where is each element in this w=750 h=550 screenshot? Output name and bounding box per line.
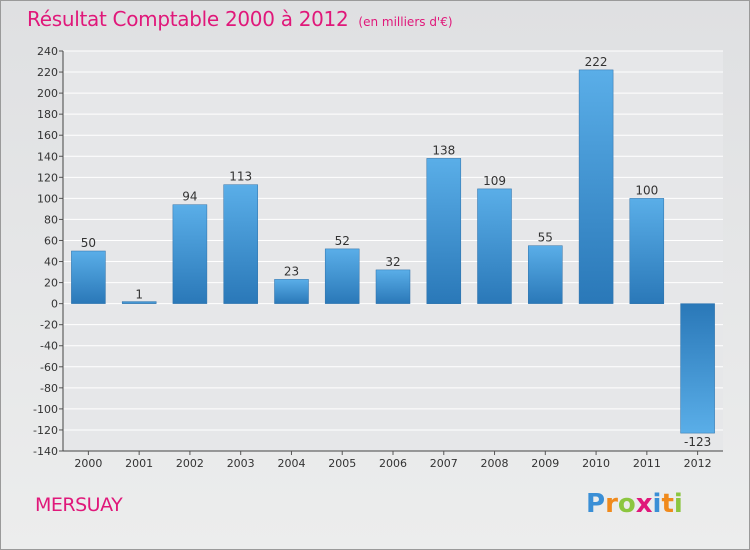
bar-2003 bbox=[223, 184, 258, 304]
x-tick-label: 2010 bbox=[582, 457, 610, 470]
x-tick-label: 2006 bbox=[379, 457, 407, 470]
commune-name: MERSUAY bbox=[35, 494, 123, 516]
logo-letter: i bbox=[673, 489, 683, 519]
logo-letter: o bbox=[617, 489, 636, 519]
data-label-2008: 109 bbox=[483, 174, 506, 188]
logo-letter: r bbox=[605, 489, 618, 519]
chart-subtitle: (en milliers d'€) bbox=[358, 15, 453, 29]
x-tick-label: 2000 bbox=[74, 457, 102, 470]
y-tick-label: 140 bbox=[37, 150, 58, 163]
bar-2002 bbox=[172, 204, 208, 304]
y-tick-label: 60 bbox=[44, 234, 58, 247]
bar-2000 bbox=[71, 250, 106, 304]
y-tick-label: -100 bbox=[33, 403, 58, 416]
title-row: Résultat Comptable 2000 à 2012 (en millie… bbox=[27, 7, 453, 31]
y-tick-label: 180 bbox=[37, 108, 58, 121]
y-tick-label: 200 bbox=[37, 87, 58, 100]
bar-2005 bbox=[324, 248, 360, 304]
y-tick-label: 120 bbox=[37, 171, 58, 184]
x-tick-label: 2008 bbox=[481, 457, 509, 470]
logo-letter: i bbox=[652, 489, 662, 519]
bar-2007 bbox=[426, 158, 462, 304]
y-tick-label: -140 bbox=[33, 445, 58, 458]
data-label-2009: 55 bbox=[538, 231, 553, 245]
logo-letter: P bbox=[586, 489, 606, 519]
data-label-2000: 50 bbox=[81, 236, 96, 250]
data-label-2010: 222 bbox=[585, 55, 608, 69]
data-label-2001: 1 bbox=[135, 288, 143, 302]
x-tick-labels: 2000 2001 2002 2003 2004 2005 2006 2007 2008 2009… bbox=[74, 457, 711, 470]
data-label-2011: 100 bbox=[635, 183, 658, 197]
y-tick-label: 160 bbox=[37, 129, 58, 142]
bar-2009 bbox=[528, 245, 563, 304]
bar-2010 bbox=[578, 69, 614, 304]
x-tick-label: 2002 bbox=[176, 457, 204, 470]
bar-2001 bbox=[121, 301, 157, 304]
x-tick-label: 2011 bbox=[633, 457, 661, 470]
data-label-2006: 32 bbox=[385, 255, 400, 269]
y-tick-label: -20 bbox=[40, 319, 58, 332]
y-tick-label: -40 bbox=[40, 340, 58, 353]
logo-letter: t bbox=[661, 489, 674, 519]
x-tick-label: 2001 bbox=[125, 457, 153, 470]
chart-title: Résultat Comptable 2000 à 2012 bbox=[27, 7, 349, 31]
data-label-2003: 113 bbox=[229, 170, 252, 184]
y-tick-label: -80 bbox=[40, 382, 58, 395]
y-tick-label: 40 bbox=[44, 256, 58, 269]
x-tick-label: 2003 bbox=[227, 457, 255, 470]
data-labels: 50 1 94 113 23 52 32 138 109 55 222 100 -123 bbox=[81, 55, 711, 449]
y-tick-label: 80 bbox=[44, 213, 58, 226]
bar-2012 bbox=[680, 303, 715, 434]
bar-2011 bbox=[629, 198, 665, 304]
bar-2004 bbox=[274, 279, 309, 304]
y-tick-labels: -140 -120 -100 -80 -60 -40 -20 0 20 40 60 80 100 120 1… bbox=[33, 45, 58, 458]
plot-background bbox=[63, 51, 723, 451]
bar-2006 bbox=[375, 269, 411, 304]
x-tick-label: 2009 bbox=[531, 457, 559, 470]
x-tick-label: 2007 bbox=[430, 457, 458, 470]
bars bbox=[71, 69, 715, 434]
plot-area bbox=[63, 51, 723, 451]
data-label-2002: 94 bbox=[182, 190, 197, 204]
x-tick-label: 2012 bbox=[684, 457, 712, 470]
y-tick-label: -60 bbox=[40, 361, 58, 374]
bar-2008 bbox=[477, 188, 512, 304]
logo-letter: x bbox=[635, 489, 653, 519]
proxiti-logo: Proxiti bbox=[586, 489, 683, 519]
data-label-2012: -123 bbox=[684, 435, 711, 449]
x-tick-label: 2005 bbox=[328, 457, 356, 470]
y-tick-label: 20 bbox=[44, 277, 58, 290]
y-tick-label: -120 bbox=[33, 424, 58, 437]
y-tick-label: 220 bbox=[37, 66, 58, 79]
y-tick-label: 240 bbox=[37, 45, 58, 58]
data-label-2004: 23 bbox=[284, 264, 299, 278]
axes bbox=[62, 51, 723, 455]
y-tick-label: 100 bbox=[37, 192, 58, 205]
y-tick-label: 0 bbox=[51, 298, 58, 311]
data-label-2007: 138 bbox=[432, 143, 455, 157]
x-tick-label: 2004 bbox=[277, 457, 305, 470]
data-label-2005: 52 bbox=[335, 234, 350, 248]
